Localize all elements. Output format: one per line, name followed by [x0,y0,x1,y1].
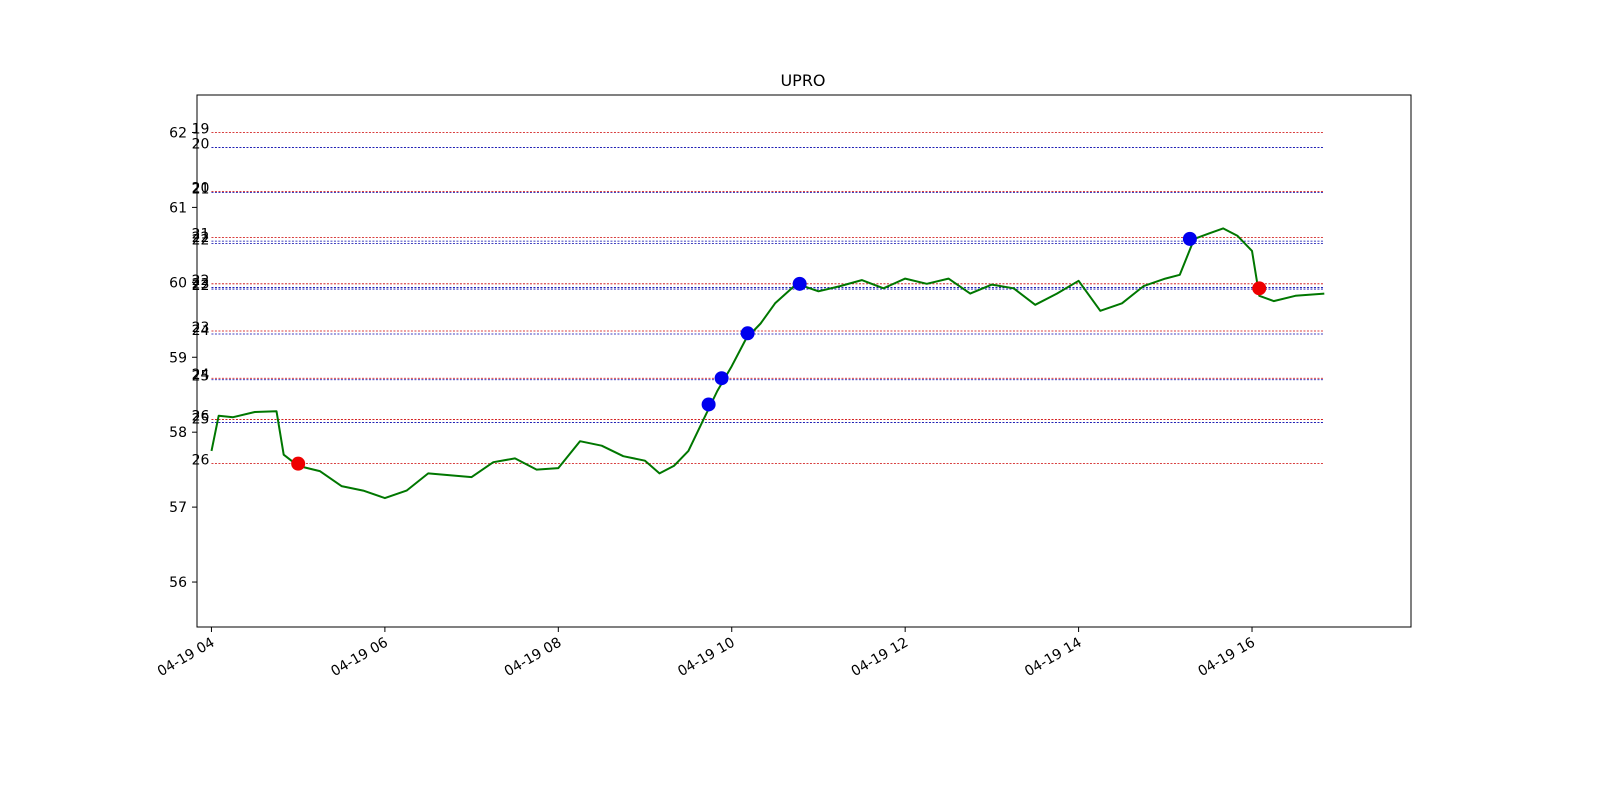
level-label: 23 [192,320,210,336]
y-tick-label: 56 [169,575,187,591]
level-label: 25 [192,369,210,385]
x-tick-label: 04-19 04 [155,635,218,680]
level-label: 19 [192,121,210,137]
support-resistance-levels [211,132,1325,465]
trade-markers [291,231,1267,471]
buy-marker [792,276,807,291]
level-label: 22 [192,273,210,289]
y-tick-label: 62 [169,125,187,141]
x-tick-label: 04-19 06 [328,635,391,680]
plot-frame [196,94,1412,628]
level-label: 26 [192,408,210,424]
buy-marker [701,397,716,412]
level-label: 22 [192,230,210,246]
level-label: 25 [192,411,210,427]
x-tick-label: 04-19 16 [1196,635,1259,680]
chart-title: UPRO [780,71,825,90]
level-label: 24 [192,367,210,383]
x-tick-label: 04-19 08 [502,635,565,680]
x-tick-label: 04-19 12 [849,635,912,680]
level-label: 22 [192,232,210,248]
level-label: 21 [192,226,210,242]
y-tick-label: 57 [169,500,187,516]
level-label: 26 [192,453,210,469]
buy-marker [714,371,729,386]
buy-marker [1182,231,1197,246]
x-axis: 04-19 04 04-19 06 04-19 08 04-19 10 04-19 12… [155,627,1258,680]
sell-marker [1252,281,1267,296]
x-tick-label: 04-19 14 [1022,635,1085,680]
price-line [210,227,1325,500]
y-axis: 56 57 58 59 60 61 62 [169,125,197,591]
y-tick-label: 60 [169,275,187,291]
sell-marker [291,456,306,471]
x-tick-label: 04-19 10 [675,635,738,680]
y-tick-label: 58 [169,425,187,441]
level-label: 24 [192,323,210,339]
level-label: 22 [192,278,210,294]
level-label: 21 [192,181,210,197]
y-tick-label: 61 [169,200,187,216]
price-series [210,227,1325,500]
level-label: 23 [192,277,210,293]
level-label: 20 [192,136,210,152]
buy-marker [740,326,755,341]
level-label: 20 [192,181,210,197]
y-tick-label: 59 [169,350,187,366]
